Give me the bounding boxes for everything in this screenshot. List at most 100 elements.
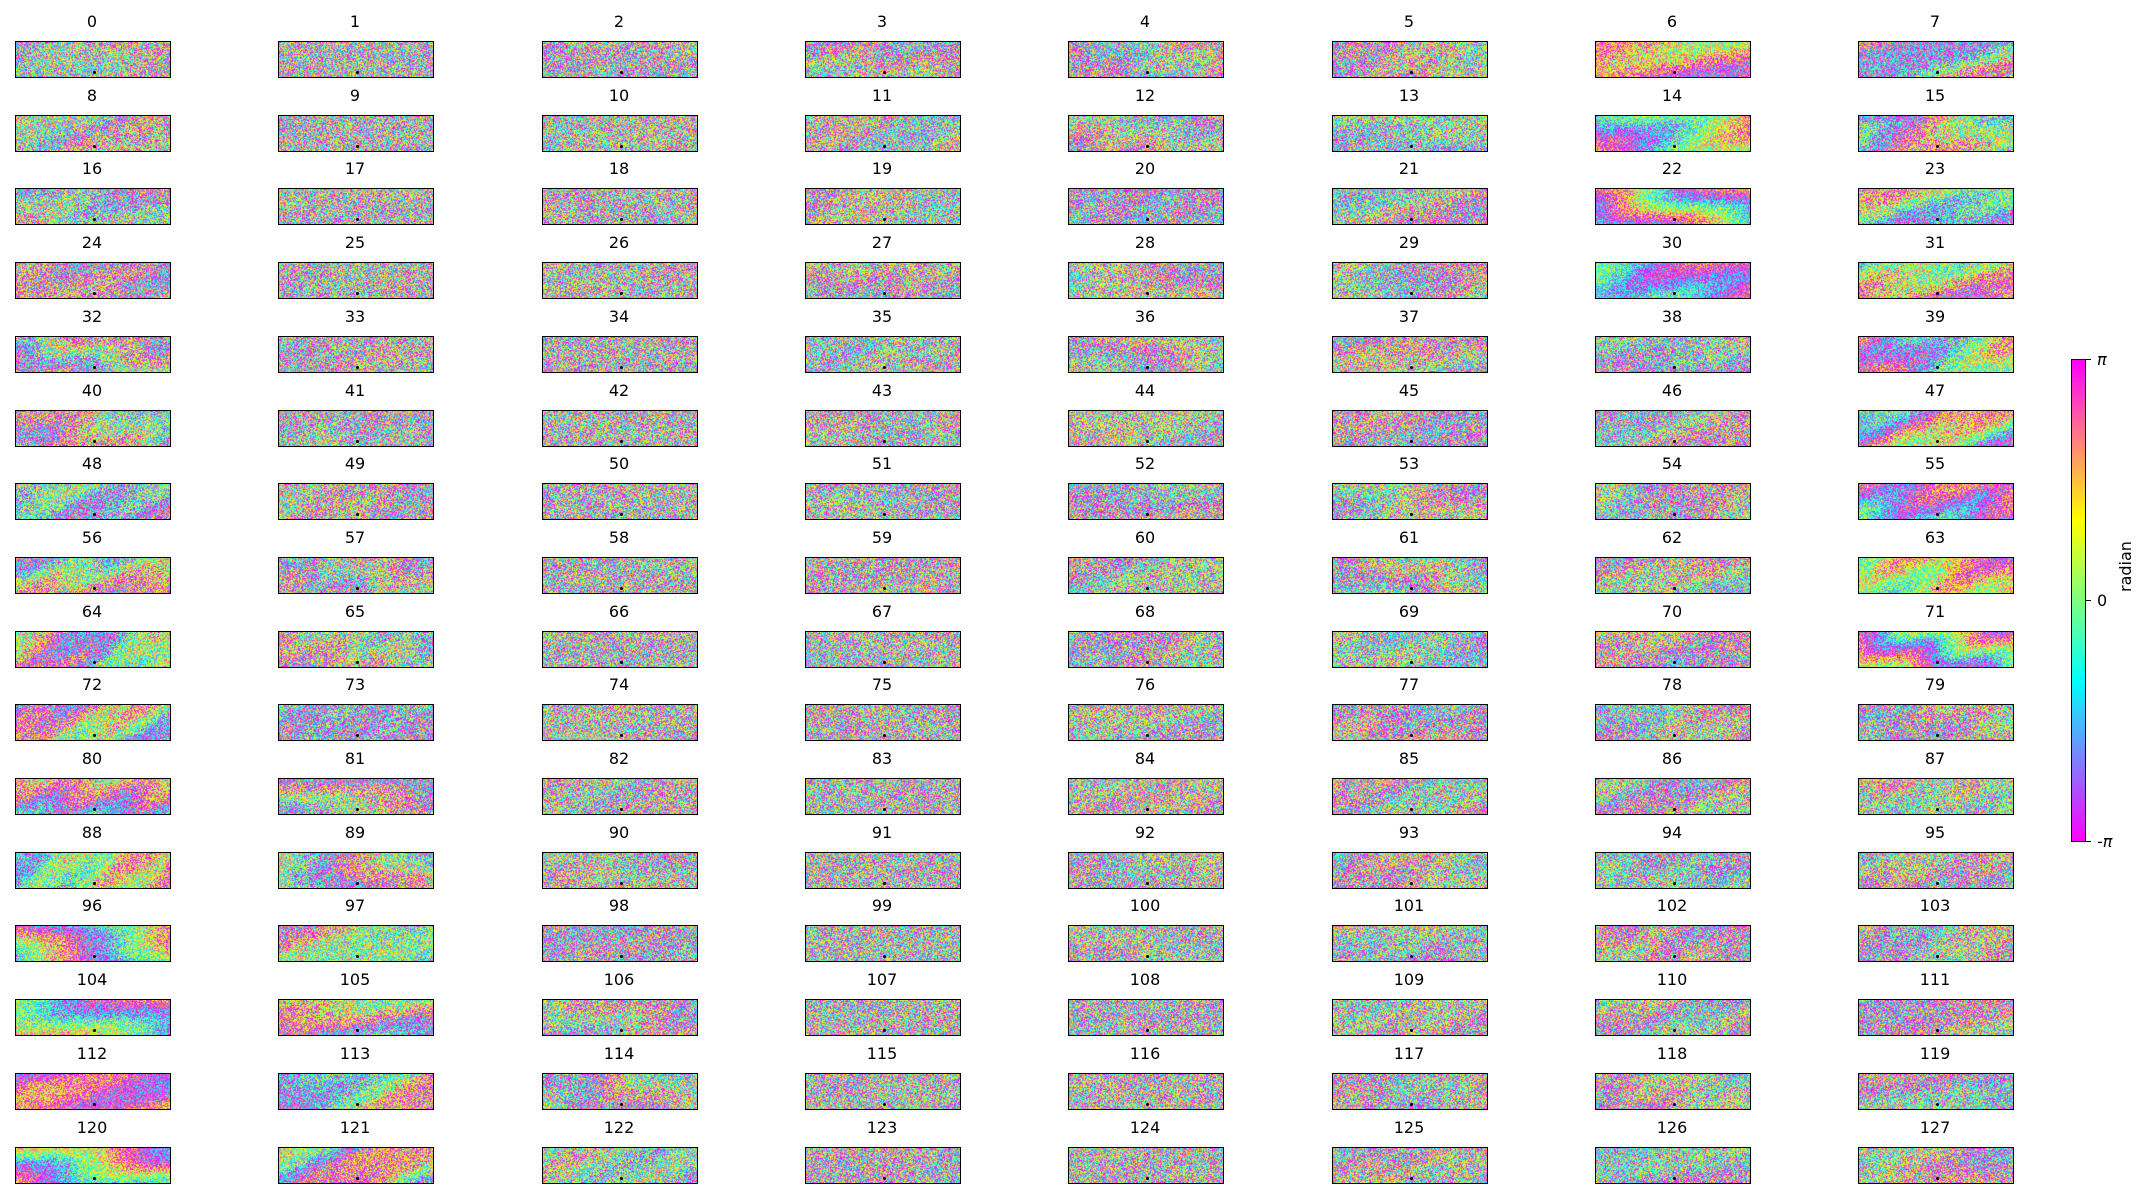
panel-title: 122 [603,1118,635,1137]
reference-point [620,71,623,74]
reference-point [1673,440,1676,443]
phase-panel [1858,262,2014,299]
phase-panel [1858,1073,2014,1110]
phase-panel [1068,852,1224,889]
panel-title: 58 [608,528,630,547]
reference-point [620,734,623,737]
phase-panel [542,1073,698,1110]
phase-panel [542,188,698,225]
panel-title: 30 [1661,233,1683,252]
phase-panel [542,1147,698,1184]
reference-point [620,661,623,664]
panel-title: 125 [1393,1118,1425,1137]
reference-point [93,734,96,737]
reference-point [1673,587,1676,590]
phase-panel [542,483,698,520]
reference-point [1146,1103,1149,1106]
phase-panel [1068,1147,1224,1184]
phase-panel [805,188,961,225]
phase-panel [542,778,698,815]
phase-panel [1858,41,2014,78]
reference-point [1410,513,1413,516]
phase-panel [805,262,961,299]
reference-point [1936,587,1939,590]
phase-panel [1595,999,1751,1036]
panel-title: 80 [81,749,103,768]
panel-title: 114 [603,1044,635,1063]
reference-point [620,145,623,148]
reference-point [883,955,886,958]
panel-title: 106 [603,970,635,989]
reference-point [356,513,359,516]
reference-point [356,808,359,811]
reference-point [1146,1029,1149,1032]
phase-panel [542,410,698,447]
phase-panel [1858,557,2014,594]
phase-panel [1068,999,1224,1036]
phase-panel [278,704,434,741]
reference-point [883,218,886,221]
reference-point [356,1177,359,1180]
phase-panel [1068,778,1224,815]
panel-title: 41 [344,381,366,400]
reference-point [1673,955,1676,958]
reference-point [1936,882,1939,885]
panel-title: 93 [1398,823,1420,842]
panel-title: 48 [81,454,103,473]
phase-panel [278,336,434,373]
panel-title: 5 [1403,12,1415,31]
panel-title: 117 [1393,1044,1425,1063]
reference-point [1410,71,1413,74]
phase-panel [15,1073,171,1110]
panel-title: 39 [1924,307,1946,326]
reference-point [1146,218,1149,221]
phase-panel [805,999,961,1036]
reference-point [1410,734,1413,737]
phase-panel [1332,483,1488,520]
panel-title: 35 [871,307,893,326]
panel-title: 45 [1398,381,1420,400]
panel-title: 101 [1393,896,1425,915]
phase-panel [1068,115,1224,152]
panel-title: 88 [81,823,103,842]
panel-title: 67 [871,602,893,621]
reference-point [1673,71,1676,74]
phase-panel [1858,704,2014,741]
panel-title: 104 [76,970,108,989]
panel-title: 82 [608,749,630,768]
reference-point [1146,145,1149,148]
reference-point [883,661,886,664]
panel-title: 77 [1398,675,1420,694]
panel-title: 109 [1393,970,1425,989]
phase-panel [15,410,171,447]
panel-title: 54 [1661,454,1683,473]
reference-point [1146,734,1149,737]
reference-point [1673,145,1676,148]
phase-panel [1858,778,2014,815]
panel-title: 59 [871,528,893,547]
phase-panel [1068,925,1224,962]
phase-panel [1595,188,1751,225]
phase-panel [278,1073,434,1110]
panel-title: 36 [1134,307,1156,326]
reference-point [620,513,623,516]
panel-title: 25 [344,233,366,252]
panel-title: 116 [1129,1044,1161,1063]
phase-panel [15,557,171,594]
phase-panel [1332,778,1488,815]
reference-point [1410,808,1413,811]
panel-title: 53 [1398,454,1420,473]
panel-title: 52 [1134,454,1156,473]
reference-point [93,1177,96,1180]
reference-point [883,292,886,295]
phase-panel [1595,925,1751,962]
reference-point [356,366,359,369]
reference-point [1146,808,1149,811]
phase-panel [15,778,171,815]
reference-point [883,587,886,590]
panel-title: 99 [871,896,893,915]
reference-point [1673,882,1676,885]
reference-point [1146,513,1149,516]
panel-title: 71 [1924,602,1946,621]
phase-panel [15,631,171,668]
